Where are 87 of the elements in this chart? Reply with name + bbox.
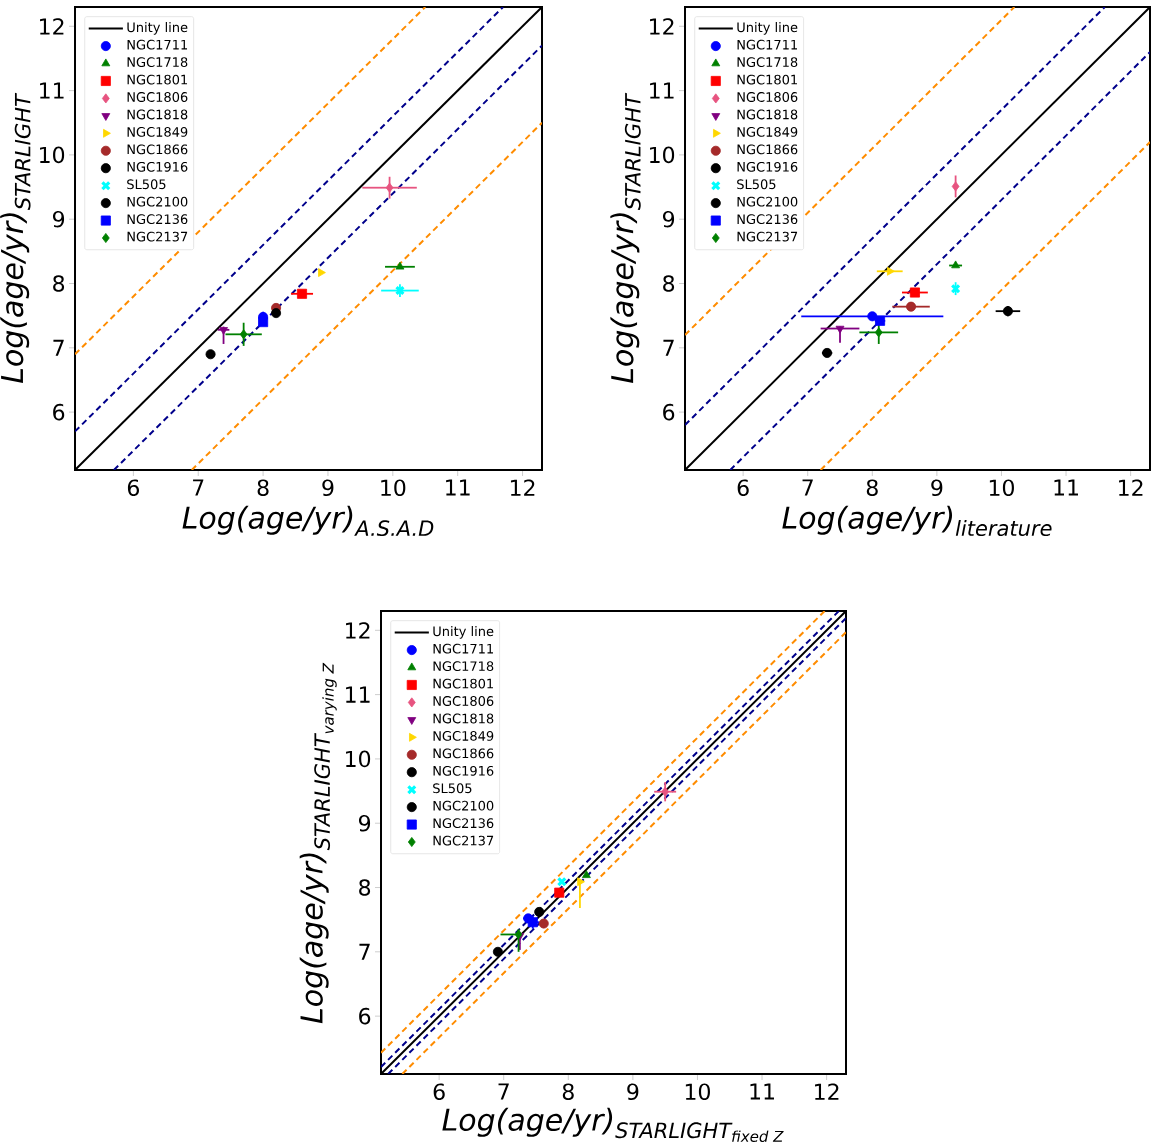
y-tick-label: 9 (358, 814, 371, 832)
y-axis-title: $\textit{Log(age/yr)}_{\textit{STARLIGHT}}$ (0, 92, 31, 383)
x-axis-title: $\textit{Log(age/yr)}_{\textit{A.S.A.D}}$ (182, 505, 434, 537)
legend-label: NGC1866 (433, 748, 494, 759)
y-tick-label: 7 (359, 943, 370, 960)
y-tick-label: 10 (346, 750, 371, 768)
x-tick-label: 12 (815, 1083, 839, 1100)
legend-label: NGC1711 (127, 39, 188, 50)
legend-label: NGC1916 (737, 161, 798, 172)
x-tick-label: 12 (510, 479, 535, 496)
legend-label: SL505 (127, 179, 166, 190)
y-tick-label: 7 (53, 339, 64, 356)
legend-label: NGC1718 (737, 57, 798, 68)
legend-label: NGC2137 (433, 835, 494, 846)
y-tick-label: 7 (663, 339, 674, 356)
x-tick-label: 7 (193, 479, 204, 496)
y-tick-label: 9 (52, 210, 65, 228)
x-tick-label: 10 (685, 1083, 710, 1101)
x-tick-label: 6 (737, 479, 749, 497)
x-axis-title: $\textit{Log(age/yr)}_{\textit{literature}}$ (782, 505, 1052, 537)
legend-label: NGC1711 (737, 39, 797, 50)
legend-label: NGC1849 (433, 731, 494, 741)
x-tick-label: 6 (127, 479, 139, 497)
x-tick-label: 9 (322, 479, 334, 497)
x-tick-label: 8 (257, 479, 269, 497)
legend-label: NGC1866 (737, 144, 798, 155)
x-tick-label: 11 (750, 1083, 774, 1100)
legend-label: NGC2136 (433, 818, 494, 829)
y-tick-label: 10 (40, 146, 65, 164)
y-tick-label: 11 (40, 82, 64, 99)
y-tick-label: 8 (359, 879, 371, 896)
legend-label: Unity line (127, 22, 188, 35)
y-tick-label: 12 (346, 622, 370, 639)
legend-label: NGC1806 (737, 92, 798, 102)
x-tick-label: 9 (931, 479, 943, 497)
y-tick-label: 6 (663, 403, 675, 421)
x-tick-label: 9 (627, 1083, 639, 1101)
legend-label: NGC2100 (737, 196, 798, 207)
y-axis-title: $\textit{Log(age/yr)}_{\textit{STARLIGHT}_{\textit{varying Z}}}$ (299, 662, 337, 1024)
x-tick-label: 7 (498, 1083, 509, 1100)
x-tick-label: 10 (381, 479, 406, 497)
legend-label: NGC1801 (433, 678, 493, 689)
y-tick-label: 8 (663, 275, 675, 292)
legend-label: NGC1818 (737, 109, 798, 120)
y-tick-label: 6 (359, 1007, 371, 1025)
legend-label: NGC2100 (127, 196, 188, 207)
x-axis-title: $\textit{Log(age/yr)}_{\textit{STARLIGHT}_{\textit{fixed Z}}}$ (442, 1107, 784, 1142)
y-tick-label: 6 (53, 403, 65, 421)
x-tick-label: 10 (989, 479, 1014, 497)
legend-label: NGC1866 (127, 144, 188, 155)
legend-label: NGC1806 (433, 696, 494, 706)
x-tick-label: 11 (446, 479, 470, 496)
x-tick-label: 12 (1119, 479, 1143, 496)
x-tick-label: 11 (1054, 479, 1078, 496)
x-tick-label: 6 (433, 1083, 445, 1101)
legend-label: NGC1849 (127, 127, 188, 137)
legend-label: NGC1801 (737, 74, 797, 85)
y-axis-title: $\textit{Log(age/yr)}_{\textit{STARLIGHT}}$ (610, 92, 641, 383)
y-tick-label: 8 (53, 275, 65, 292)
y-tick-label: 9 (662, 210, 675, 228)
legend-label: NGC2136 (127, 214, 188, 225)
x-tick-label: 8 (866, 479, 878, 497)
x-tick-label: 8 (562, 1083, 574, 1101)
legend-label: SL505 (433, 783, 472, 794)
legend-label: NGC2137 (737, 231, 798, 242)
y-tick-label: 12 (650, 18, 674, 35)
x-tick-label: 7 (802, 479, 813, 496)
legend-label: NGC2100 (433, 800, 494, 811)
legend-label: NGC2137 (127, 231, 188, 242)
y-tick-label: 10 (650, 146, 675, 164)
legend-label: NGC1711 (433, 643, 493, 654)
y-tick-label: 11 (346, 686, 370, 703)
legend-label: NGC1818 (433, 713, 494, 724)
legend-label: NGC1806 (127, 92, 188, 102)
legend-label: SL505 (737, 179, 776, 190)
legend-label: Unity line (433, 626, 494, 639)
y-tick-label: 12 (40, 18, 64, 35)
legend-label: NGC1818 (127, 109, 188, 120)
legend-label: NGC1801 (127, 74, 188, 85)
legend-label: NGC1718 (433, 661, 494, 672)
legend-label: NGC1916 (127, 161, 188, 172)
legend-label: NGC2136 (737, 214, 798, 225)
legend-label: NGC1916 (433, 765, 494, 776)
legend-label: NGC1718 (127, 57, 188, 68)
legend-label: NGC1849 (737, 127, 798, 137)
y-tick-label: 11 (650, 82, 674, 99)
legend-label: Unity line (737, 22, 798, 35)
